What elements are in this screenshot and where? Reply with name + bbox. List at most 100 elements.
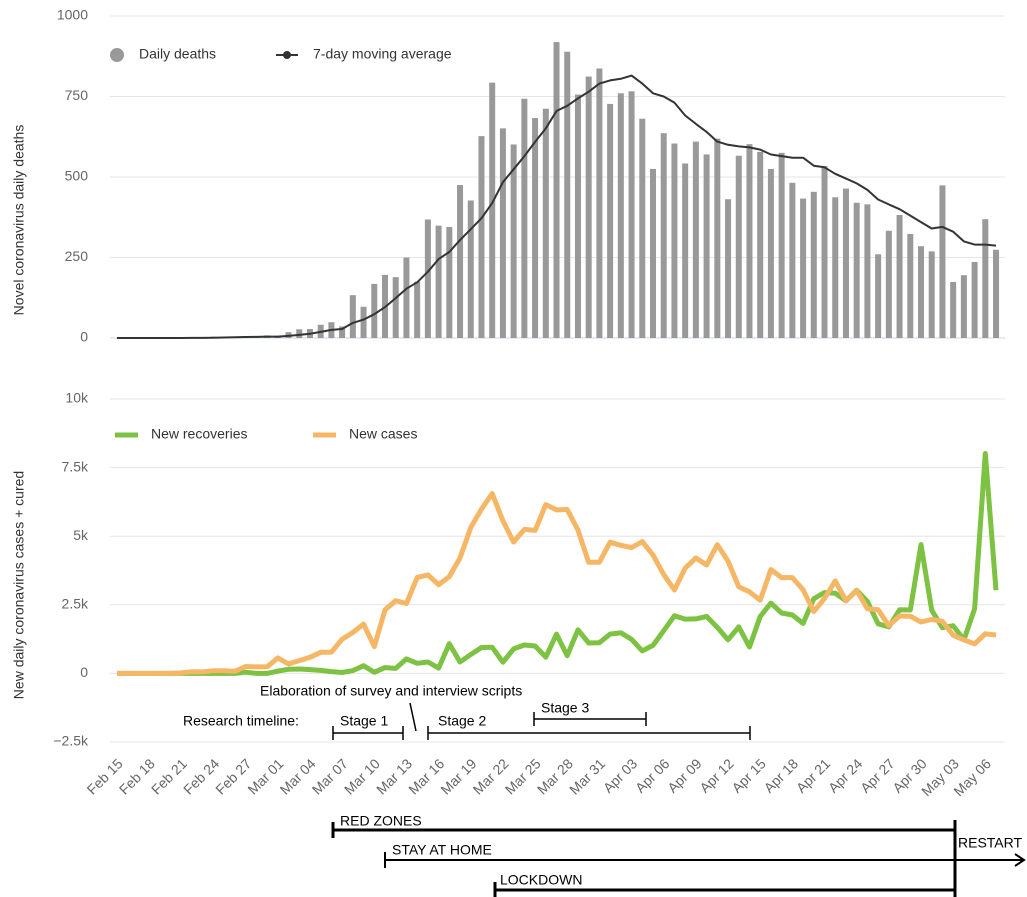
x-tick-label: Apr 27 <box>857 755 898 796</box>
bar <box>371 283 378 338</box>
measures <box>331 820 1026 897</box>
bar <box>821 166 828 338</box>
bar <box>960 275 967 338</box>
bar <box>735 155 742 338</box>
bar <box>553 42 560 338</box>
x-tick-label: Apr 12 <box>696 755 737 796</box>
legend-label: New recoveries <box>151 426 247 442</box>
lockdown-bar <box>493 882 955 897</box>
y-tick-label: 750 <box>65 87 89 103</box>
bar <box>993 249 1000 338</box>
bar <box>939 185 946 338</box>
y-tick-label: 0 <box>80 664 88 680</box>
bar <box>424 219 431 338</box>
bar <box>617 93 624 338</box>
bar <box>521 98 528 338</box>
y-tick-label: 250 <box>65 248 89 264</box>
bar <box>810 191 817 338</box>
bar <box>971 262 978 338</box>
bar <box>767 168 774 338</box>
line <box>117 451 999 676</box>
annotation: RESTART <box>958 835 1022 851</box>
bar <box>585 76 592 338</box>
bar <box>542 108 549 339</box>
bar <box>467 200 474 338</box>
bar <box>832 197 839 338</box>
x-tick-label: Apr 03 <box>600 755 641 796</box>
bar <box>532 118 539 338</box>
annotation: STAY AT HOME <box>392 842 492 858</box>
annotation: Elaboration of survey and interview scri… <box>260 683 522 699</box>
bar <box>896 214 903 338</box>
bar <box>950 281 957 338</box>
bar <box>446 226 453 338</box>
annotation: Research timeline: <box>183 713 299 729</box>
y-tick-label: 10k <box>65 390 89 406</box>
annotation: Stage 3 <box>541 700 589 716</box>
legend-marker <box>110 48 124 62</box>
x-tick-label: Apr 18 <box>761 755 802 796</box>
bar <box>918 246 924 338</box>
bar <box>574 94 581 339</box>
bar <box>564 51 571 338</box>
bar <box>714 138 721 338</box>
x-tick-label: Apr 24 <box>825 755 866 796</box>
legend-label: Daily deaths <box>139 46 216 62</box>
x-tick-label: Apr 06 <box>632 755 673 796</box>
y-tick-label: 0 <box>80 329 88 345</box>
bar <box>607 103 614 338</box>
annotation: LOCKDOWN <box>500 872 582 888</box>
bar <box>692 141 699 338</box>
bar <box>842 188 849 338</box>
annotation: RED ZONES <box>340 813 422 829</box>
bar <box>510 144 517 338</box>
bar <box>853 202 860 338</box>
bar <box>628 91 635 339</box>
bar <box>982 219 989 338</box>
bar <box>403 257 410 338</box>
bar <box>296 329 303 338</box>
bar <box>457 185 464 338</box>
y-axis-title: Novel coronavirus daily deaths <box>11 125 27 316</box>
bar <box>596 68 603 339</box>
bar <box>789 182 796 338</box>
red-zones-bar <box>331 822 955 838</box>
annotation: Stage 1 <box>340 713 388 729</box>
bar <box>639 118 646 338</box>
line <box>117 74 997 339</box>
bar <box>671 143 678 338</box>
bar <box>703 154 710 338</box>
stage-3-bar <box>533 712 647 726</box>
y-tick-label: 2.5k <box>62 596 89 612</box>
bar <box>746 144 753 338</box>
bar <box>489 82 496 339</box>
y-tick-label: 5k <box>73 527 89 543</box>
bar <box>478 136 485 338</box>
bar <box>800 198 807 338</box>
bar <box>360 306 367 338</box>
bar <box>414 281 421 338</box>
research-timeline <box>332 702 751 740</box>
x-tick-label: Apr 09 <box>664 755 705 796</box>
y-tick-label: 500 <box>65 168 89 184</box>
pointer <box>409 702 417 732</box>
bar <box>499 128 506 338</box>
stage-1-bar <box>332 726 404 740</box>
y-tick-label: 7.5k <box>62 458 89 474</box>
bar <box>757 151 764 338</box>
stage-2-bar <box>427 726 751 740</box>
bar <box>725 199 732 338</box>
bar <box>349 295 356 338</box>
bar <box>907 233 914 338</box>
annotation: Stage 2 <box>438 713 486 729</box>
x-tick-label: Apr 15 <box>728 755 769 796</box>
y-axis-title: New daily coronavirus cases + cured <box>11 471 27 699</box>
bar <box>435 225 442 338</box>
legend-label: 7-day moving average <box>313 46 452 62</box>
bar <box>875 254 882 338</box>
x-tick-label: Apr 21 <box>793 755 834 796</box>
y-tick-label: −2.5k <box>53 733 89 749</box>
bar <box>778 152 785 338</box>
legend-marker <box>283 51 291 59</box>
bar <box>864 204 871 338</box>
